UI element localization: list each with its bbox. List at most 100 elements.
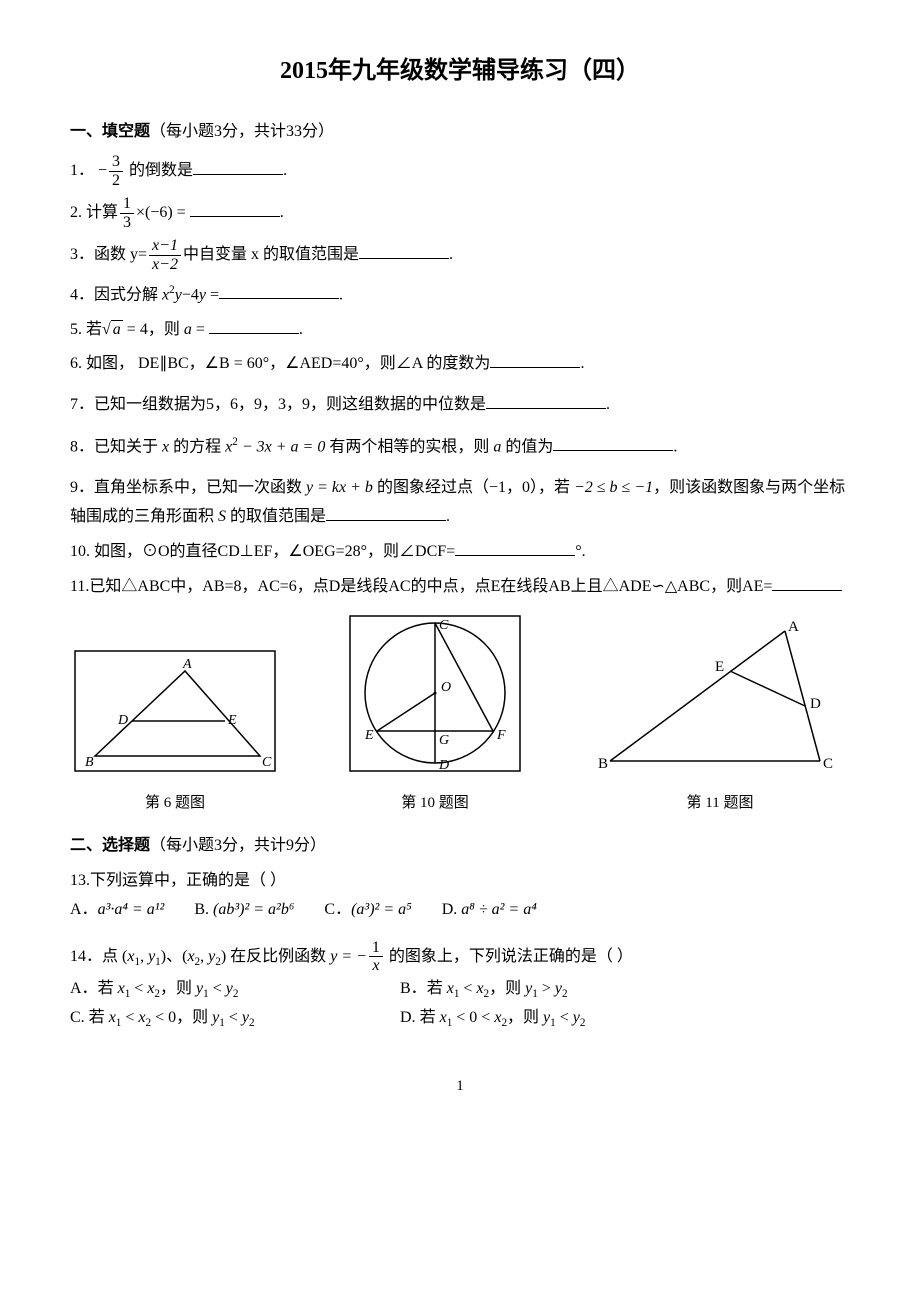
q14-opt-a: A．若 x1 < x2，则 y1 < y2 xyxy=(70,975,370,1004)
q8-rest: − 3x + a = 0 xyxy=(238,438,326,455)
figure-11: A B C D E 第 11 题图 xyxy=(590,616,850,817)
question-8: 8．已知关于 x 的方程 x2 − 3x + a = 0 有两个相等的实根，则 … xyxy=(70,432,850,462)
q6-text: 如图， DE∥BC，∠B = 60°，∠AED=40°，则∠A 的度数为 xyxy=(82,355,490,372)
q13-opt-b: B. (ab³)² = a²b⁶ xyxy=(194,896,294,925)
question-11: 11.已知△ABC中，AB=8，AC=6，点D是线段AC的中点，点E在线段AB上… xyxy=(70,573,850,602)
q14-x2: x xyxy=(187,947,194,964)
question-7: 7．已知一组数据为5，6，9，3，9，则这组数据的中位数是. xyxy=(70,391,850,420)
q10-blank xyxy=(455,539,575,556)
q9-blank xyxy=(326,504,446,521)
q7-text: 已知一组数据为5，6，9，3，9，则这组数据的中位数是 xyxy=(94,396,486,413)
q1-blank xyxy=(193,158,283,175)
q14-opt-c: C. 若 x1 < x2 < 0，则 y1 < y2 xyxy=(70,1004,370,1033)
q9-t2: 的图象经过点（−1，0），若 xyxy=(373,479,574,496)
page-title: 2015年九年级数学辅导练习（四） xyxy=(70,50,850,93)
q5-blank xyxy=(209,317,299,334)
figure-11-caption: 第 11 题图 xyxy=(590,790,850,817)
q5-num: 5. xyxy=(70,321,82,338)
q1-pre: − xyxy=(98,162,107,179)
figure-10-caption: 第 10 题图 xyxy=(345,790,525,817)
q2-frac-num: 1 xyxy=(120,195,134,214)
q2-blank xyxy=(190,200,280,217)
q9-t4: 的取值范围是 xyxy=(226,508,326,525)
q14-s2: )、( xyxy=(161,947,188,964)
figure-6: A B C D E 第 6 题图 xyxy=(70,646,280,817)
q14-options-row1: A．若 x1 < x2，则 y1 < y2 B．若 x1 < x2，则 y1 >… xyxy=(70,975,850,1004)
figure-10: C D E F G O 第 10 题图 xyxy=(345,611,525,817)
question-4: 4．因式分解 x2y−4y =. xyxy=(70,280,850,310)
q8-dot: . xyxy=(673,438,677,455)
question-6: 6. 如图， DE∥BC，∠B = 60°，∠AED=40°，则∠A 的度数为. xyxy=(70,350,850,379)
sqrt-symbol: √ xyxy=(102,321,111,338)
q13-stem: 下列运算中，正确的是（ ） xyxy=(90,872,286,889)
q3-frac: x−1x−2 xyxy=(149,237,181,273)
q14-frac: 1x xyxy=(369,939,383,975)
question-1: 1． −32 的倒数是. xyxy=(70,153,850,189)
q7-blank xyxy=(486,392,606,409)
svg-text:E: E xyxy=(715,659,724,675)
question-14: 14．点 (x1, y1)、(x2, y2) 在反比例函数 y = −1x 的图… xyxy=(70,939,850,1034)
question-9: 9．直角坐标系中，已知一次函数 y = kx + b 的图象经过点（−1，0），… xyxy=(70,474,850,532)
q7-dot: . xyxy=(606,396,610,413)
svg-text:D: D xyxy=(810,696,821,712)
q3-pre: 函数 y= xyxy=(94,246,147,263)
q8-mid3: 的值为 xyxy=(501,438,553,455)
svg-text:G: G xyxy=(439,733,449,748)
q9-t1: 直角坐标系中，已知一次函数 xyxy=(94,479,306,496)
q13-opt-a: A．a³·a⁴ = a¹² xyxy=(70,896,164,925)
q7-num: 7． xyxy=(70,396,94,413)
q2-pre: 计算 xyxy=(82,204,118,221)
q2-mid: ×(−6) = xyxy=(136,204,190,221)
q1-frac: 32 xyxy=(109,153,123,189)
svg-text:C: C xyxy=(439,618,449,633)
q14-s4: 的图象上，下列说法正确的是（ ） xyxy=(385,947,633,964)
section-2-label: 二、选择题 xyxy=(70,837,150,854)
q14-c1: , xyxy=(140,947,148,964)
figure-11-svg: A B C D E xyxy=(590,616,850,776)
svg-text:F: F xyxy=(496,728,506,743)
q11-text: 已知△ABC中，AB=8，AC=6，点D是线段AC的中点，点E在线段AB上且△A… xyxy=(89,578,772,595)
q9-dot: . xyxy=(446,508,450,525)
q5-pre: 若 xyxy=(82,321,102,338)
q14-fnpre: y = − xyxy=(330,947,367,964)
section-1-label: 一、填空题 xyxy=(70,123,150,140)
q5-rad: a xyxy=(111,320,123,338)
q3-blank xyxy=(359,242,449,259)
q1-num: 1． xyxy=(70,162,94,179)
q14-num: 14． xyxy=(70,947,102,964)
q11-num: 11. xyxy=(70,578,89,595)
q14-c2: , xyxy=(200,947,208,964)
q10-num: 10. xyxy=(70,543,90,560)
q10-text: 如图，⊙O的直径CD⊥EF，∠OEG=28°，则∠DCF= xyxy=(90,543,455,560)
svg-text:C: C xyxy=(262,755,272,770)
page-number: 1 xyxy=(70,1073,850,1100)
svg-text:D: D xyxy=(117,713,128,728)
q9-num: 9． xyxy=(70,479,94,496)
q14-opt-b: B．若 x1 < x2，则 y1 > y2 xyxy=(400,975,568,1004)
q8-mid2: 有两个相等的实根，则 xyxy=(325,438,493,455)
q6-num: 6. xyxy=(70,355,82,372)
svg-text:O: O xyxy=(441,680,451,695)
q13-num: 13. xyxy=(70,872,90,889)
q14-options-row2: C. 若 x1 < x2 < 0，则 y1 < y2 D. 若 x1 < 0 <… xyxy=(70,1004,850,1033)
q4-dot: . xyxy=(339,286,343,303)
q3-num: 3． xyxy=(70,246,94,263)
question-10: 10. 如图，⊙O的直径CD⊥EF，∠OEG=28°，则∠DCF=°. xyxy=(70,538,850,567)
q14-fnum: 1 xyxy=(369,939,383,958)
q5-dot: . xyxy=(299,321,303,338)
q1-frac-den: 2 xyxy=(109,172,123,190)
svg-text:A: A xyxy=(182,657,192,672)
q1-post: 的倒数是 xyxy=(129,162,193,179)
section-2-note: （每小题3分，共计9分） xyxy=(150,837,326,854)
q4-eq: = xyxy=(206,286,219,303)
q13-options: A．a³·a⁴ = a¹² B. (ab³)² = a²b⁶ C．(a³)² =… xyxy=(70,896,850,925)
figure-row: A B C D E 第 6 题图 C D E F G O 第 10 题图 xyxy=(70,611,850,817)
section-1-header: 一、填空题（每小题3分，共计33分） xyxy=(70,118,850,147)
q1-frac-num: 3 xyxy=(109,153,123,172)
q6-dot: . xyxy=(580,355,584,372)
svg-text:A: A xyxy=(788,619,799,635)
q5-sqrt: a xyxy=(111,316,123,345)
q6-blank xyxy=(490,351,580,368)
svg-text:E: E xyxy=(364,728,374,743)
q5-a: a xyxy=(184,321,192,338)
